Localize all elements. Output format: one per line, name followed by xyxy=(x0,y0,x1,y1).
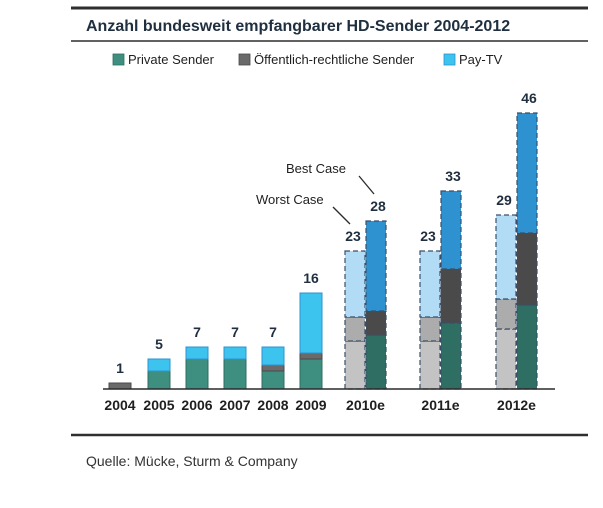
bars-layer xyxy=(108,112,538,390)
best-total-2010e: 28 xyxy=(370,198,386,214)
total-label-2007: 7 xyxy=(231,324,239,340)
total-label-2006: 7 xyxy=(193,324,201,340)
bar-2005-paytv-segment xyxy=(147,358,171,372)
worst-bar-2010e-paytv-segment xyxy=(344,250,366,318)
best-bar-2010e-public-segment xyxy=(365,310,387,336)
legend-label-paytv: Pay-TV xyxy=(459,52,503,67)
worst-total-2011e: 23 xyxy=(420,228,436,244)
x-tick-2012e: 2012e xyxy=(497,397,536,413)
legend-swatch-private xyxy=(112,53,125,66)
worst-case-label: Worst Case xyxy=(256,192,324,207)
worst-bar-2011e-private-segment xyxy=(419,340,441,390)
legend-label-public: Öffentlich-rechtliche Sender xyxy=(254,52,415,67)
worst-bar-2012e-paytv-segment xyxy=(495,214,517,300)
bar-2008-paytv-segment xyxy=(261,346,285,366)
bar-2009-paytv-segment xyxy=(299,292,323,354)
worst-bar-2010e-private-segment xyxy=(344,340,366,390)
bar-2004-public-segment xyxy=(108,382,132,390)
x-tick-2010e: 2010e xyxy=(346,397,385,413)
legend-swatch-paytv xyxy=(443,53,456,66)
best-bar-2011e-paytv-segment xyxy=(440,190,462,270)
worst-bar-2011e-paytv-segment xyxy=(419,250,441,318)
best-case-leader xyxy=(358,175,375,195)
worst-total-2010e: 23 xyxy=(345,228,361,244)
labels-layer: 1 2004 5 2005 7 2006 7 2007 7 2008 16 2009 23 28 2010e… xyxy=(104,90,537,413)
bar-2006-paytv-segment xyxy=(185,346,209,360)
best-bar-2011e-public-segment xyxy=(440,268,462,324)
worst-case-leader xyxy=(332,206,351,225)
source-note: Quelle: Mücke, Sturm & Company xyxy=(86,453,298,469)
x-tick-2008: 2008 xyxy=(257,397,288,413)
bar-2008-private-segment xyxy=(261,370,285,390)
legend-label-private: Private Sender xyxy=(128,52,215,67)
best-bar-2012e-private-segment xyxy=(516,304,538,390)
x-tick-2005: 2005 xyxy=(143,397,174,413)
best-bar-2010e-paytv-segment xyxy=(365,220,387,312)
worst-total-2012e: 29 xyxy=(496,192,512,208)
bar-2009-public-segment xyxy=(299,352,323,360)
best-bar-2012e-public-segment xyxy=(516,232,538,306)
chart-title: Anzahl bundesweit empfangbarer HD-Sender… xyxy=(86,18,510,35)
legend-swatch-public xyxy=(238,53,251,66)
worst-bar-2012e-private-segment xyxy=(495,328,517,390)
best-total-2012e: 46 xyxy=(521,90,537,106)
best-bar-2010e-private-segment xyxy=(365,334,387,390)
worst-bar-2011e-public-segment xyxy=(419,316,441,342)
total-label-2008: 7 xyxy=(269,324,277,340)
best-total-2011e: 33 xyxy=(445,168,461,184)
bar-2009-private-segment xyxy=(299,358,323,390)
x-tick-2006: 2006 xyxy=(181,397,212,413)
worst-bar-2012e-public-segment xyxy=(495,298,517,330)
x-tick-2004: 2004 xyxy=(104,397,135,413)
worst-bar-2010e-public-segment xyxy=(344,316,366,342)
best-case-label: Best Case xyxy=(286,161,346,176)
x-tick-2009: 2009 xyxy=(295,397,326,413)
total-label-2004: 1 xyxy=(116,360,124,376)
bar-2005-private-segment xyxy=(147,370,171,390)
best-bar-2012e-paytv-segment xyxy=(516,112,538,234)
total-label-2005: 5 xyxy=(155,336,163,352)
best-bar-2011e-private-segment xyxy=(440,322,462,390)
bar-2008-public-segment xyxy=(261,364,285,372)
bar-2007-private-segment xyxy=(223,358,247,390)
x-tick-2011e: 2011e xyxy=(421,397,459,413)
bar-2007-paytv-segment xyxy=(223,346,247,360)
bar-2006-private-segment xyxy=(185,358,209,390)
total-label-2009: 16 xyxy=(303,270,319,286)
x-tick-2007: 2007 xyxy=(219,397,250,413)
legend: Private Sender Öffentlich-rechtliche Sen… xyxy=(112,52,503,67)
